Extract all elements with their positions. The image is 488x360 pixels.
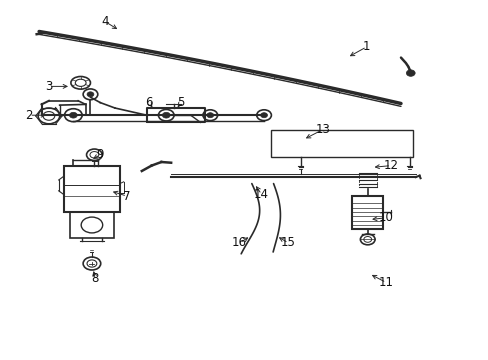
Text: 3: 3: [45, 80, 53, 93]
Text: 7: 7: [123, 190, 131, 203]
Bar: [351, 196, 383, 229]
Text: 16: 16: [232, 237, 246, 249]
Circle shape: [260, 113, 267, 118]
Bar: [63, 166, 120, 212]
Bar: [271, 130, 412, 157]
Text: 2: 2: [25, 109, 33, 122]
Text: 9: 9: [96, 148, 104, 161]
Text: 11: 11: [378, 276, 393, 289]
Text: 12: 12: [383, 159, 398, 172]
Bar: [70, 212, 114, 238]
Circle shape: [206, 113, 213, 118]
Text: 10: 10: [378, 211, 393, 224]
Text: 15: 15: [281, 237, 295, 249]
Text: 6: 6: [145, 96, 153, 109]
Text: 5: 5: [177, 96, 184, 109]
Text: 14: 14: [254, 188, 268, 201]
Text: 8: 8: [91, 273, 99, 285]
Text: 13: 13: [315, 123, 329, 136]
Circle shape: [87, 92, 94, 97]
Circle shape: [69, 112, 77, 118]
Text: 1: 1: [362, 40, 370, 53]
Circle shape: [406, 70, 414, 76]
Circle shape: [162, 112, 170, 118]
Text: 4: 4: [101, 15, 109, 28]
